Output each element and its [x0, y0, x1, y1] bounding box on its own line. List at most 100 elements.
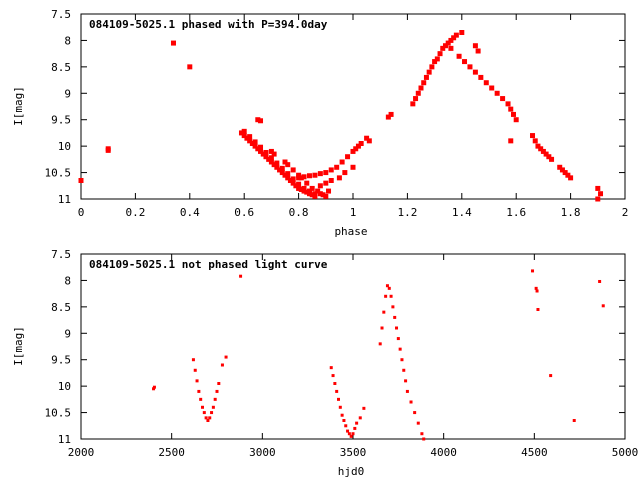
data-point	[279, 165, 285, 171]
data-point	[398, 347, 402, 351]
data-point	[282, 172, 288, 178]
data-point	[268, 159, 274, 165]
data-point	[413, 96, 419, 102]
data-point	[355, 143, 361, 149]
data-point	[326, 188, 332, 194]
data-point	[396, 337, 400, 341]
y-tick-label: 8.5	[51, 61, 71, 74]
y-ticks-phased: 7.5 8 8.5 9 9.5 10 10.5 11	[45, 8, 625, 206]
x-tick-label: 0	[78, 206, 85, 219]
data-point	[268, 155, 274, 161]
x-ticks-phased: 0 0.2 0.4 0.6 0.8 1 1.2 1.4 1.6 1.8 2	[78, 14, 628, 219]
data-point	[255, 146, 261, 152]
data-point	[195, 379, 199, 383]
data-point	[434, 56, 440, 62]
data-point	[418, 85, 424, 91]
y-tick-label: 10.5	[45, 407, 72, 420]
data-point	[78, 178, 84, 183]
data-point	[572, 419, 576, 422]
data-point	[385, 114, 391, 120]
data-point	[467, 64, 473, 70]
y-axis-label-phased: I[mag]	[12, 86, 25, 126]
x-tick-label: 0.6	[234, 206, 254, 219]
data-point	[598, 279, 602, 283]
data-point	[426, 69, 432, 75]
data-point	[384, 294, 388, 298]
data-point	[312, 193, 318, 199]
data-point	[440, 45, 446, 51]
data-point	[595, 196, 601, 202]
data-point	[494, 90, 500, 96]
data-point	[472, 43, 478, 49]
data-point	[220, 363, 224, 367]
data-point	[366, 138, 372, 144]
data-point	[421, 80, 427, 86]
data-point	[445, 40, 451, 46]
data-point	[258, 148, 264, 154]
x-tick-label: 1.4	[452, 206, 472, 219]
data-point	[405, 389, 409, 393]
data-point	[389, 294, 393, 298]
x-tick-label: 1	[350, 206, 357, 219]
data-point	[211, 405, 215, 409]
y-tick-label: 10.5	[45, 167, 72, 180]
data-point	[531, 269, 535, 273]
data-point	[510, 111, 516, 117]
data-point	[323, 180, 329, 186]
data-point	[475, 48, 481, 54]
data-point	[416, 421, 420, 425]
data-point	[320, 192, 326, 198]
data-point	[277, 167, 283, 173]
data-point	[249, 141, 255, 146]
data-point	[317, 183, 323, 189]
data-point	[323, 193, 329, 199]
data-point	[317, 171, 323, 177]
data-points-phased	[78, 30, 604, 202]
data-point	[312, 191, 318, 197]
data-point	[271, 151, 277, 157]
plot-frame-unphased	[80, 253, 626, 440]
y-tick-label: 8.5	[51, 301, 71, 314]
data-point	[508, 138, 514, 144]
x-tick-label: 0.8	[289, 206, 309, 219]
data-point	[263, 149, 269, 155]
x-tick-label: 1.6	[506, 206, 526, 219]
data-point	[301, 185, 307, 191]
x-tick-label: 2000	[68, 446, 95, 459]
data-point	[309, 192, 315, 198]
data-point	[410, 101, 416, 107]
data-point	[217, 382, 221, 385]
data-point	[351, 432, 355, 436]
data-point	[380, 326, 384, 330]
data-point	[393, 315, 397, 319]
data-point	[362, 406, 366, 410]
data-point	[340, 413, 344, 417]
data-point	[296, 181, 302, 187]
data-point	[213, 397, 217, 401]
chart-title-unphased: 084109-5025.1 not phased light curve	[89, 258, 328, 271]
data-point	[279, 170, 285, 176]
data-point	[260, 151, 266, 157]
data-point	[306, 191, 312, 197]
data-point	[241, 128, 247, 134]
y-tick-label: 9.5	[51, 114, 71, 127]
data-point	[391, 305, 395, 309]
data-point	[538, 146, 544, 152]
data-point	[224, 355, 228, 359]
data-point	[453, 32, 459, 38]
data-point	[266, 156, 272, 162]
data-point	[285, 162, 291, 168]
data-point	[252, 139, 258, 145]
x-tick-label: 2500	[158, 446, 185, 459]
data-point	[336, 175, 342, 181]
data-point	[364, 135, 370, 141]
data-point	[378, 342, 382, 346]
y-tick-label: 7.5	[51, 8, 71, 21]
data-point	[312, 172, 318, 178]
data-point	[202, 411, 206, 415]
data-point	[298, 186, 304, 192]
data-point	[309, 185, 315, 191]
data-point	[448, 37, 454, 43]
y-tick-label: 7.5	[51, 248, 71, 261]
data-point	[400, 358, 404, 362]
